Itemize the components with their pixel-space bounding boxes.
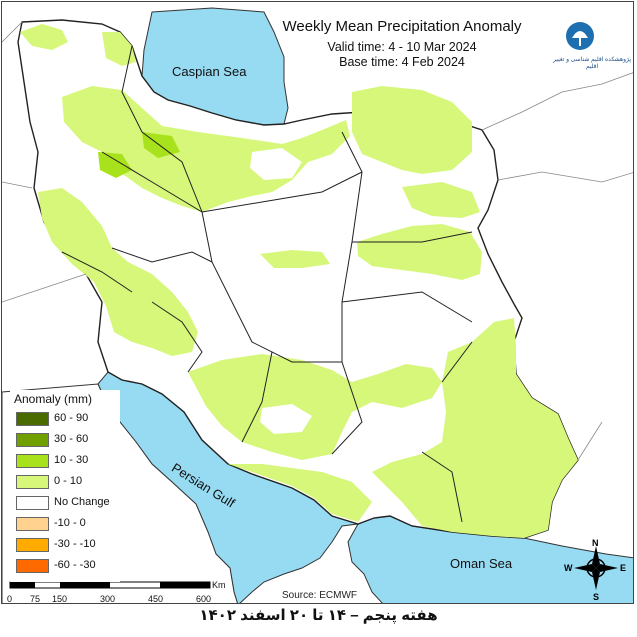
source-label: Source: ECMWF (282, 590, 358, 601)
oman-land (239, 523, 383, 603)
scale-bar (9, 581, 211, 589)
legend-item: -30 - -10 (14, 538, 118, 554)
base-time: Base time: 4 Feb 2024 (339, 55, 465, 69)
legend-item: 60 - 90 (14, 412, 118, 428)
valid-time: Valid time: 4 - 10 Mar 2024 (327, 40, 477, 54)
legend-label: No Change (54, 496, 110, 508)
compass-w: W (564, 563, 573, 573)
legend-swatch (16, 496, 49, 510)
legend-item: -60 - -30 (14, 559, 118, 575)
legend-swatch (16, 412, 49, 426)
legend-title: Anomaly (mm) (14, 392, 93, 406)
legend-swatch (16, 538, 49, 552)
caspian-sea-label: Caspian Sea (172, 64, 247, 79)
legend-label: 60 - 90 (54, 412, 89, 424)
scale-tick: 150 (52, 594, 68, 604)
legend-swatch (16, 559, 49, 573)
logo-text: پژوهشکده اقلیم شناسی و تغییر اقلیم (552, 57, 632, 70)
map-frame: Weekly Mean Precipitation Anomaly Valid … (1, 1, 634, 604)
scale-tick: 75 (30, 594, 41, 604)
compass-s: S (593, 592, 600, 602)
legend-swatch (16, 517, 49, 531)
legend-item: 10 - 30 (14, 454, 118, 470)
legend-label: 0 - 10 (54, 475, 83, 487)
scale-unit: Km (212, 580, 226, 590)
scale-tick: 450 (148, 594, 164, 604)
scale-tick: 300 (100, 594, 116, 604)
legend-swatch (16, 475, 49, 489)
map-title: Weekly Mean Precipitation Anomaly (282, 18, 522, 35)
legend-label: -60 - -30 (54, 559, 96, 571)
legend: Anomaly (mm) 60 - 90 30 - 60 10 - 30 0 - 10… (10, 390, 120, 582)
legend-label: -10 - 0 (54, 517, 86, 529)
legend-label: -30 - -10 (54, 538, 96, 550)
legend-swatch (16, 454, 49, 468)
scale-tick: 600 (196, 594, 212, 604)
anomaly-0-10-areas (20, 24, 578, 538)
persian-caption: هفته پنجم – ۱۴ تا ۲۰ اسفند ۱۴۰۲ (199, 607, 438, 624)
legend-item: 0 - 10 (14, 475, 118, 491)
oman-sea-label: Oman Sea (450, 556, 513, 571)
scale-tick: 0 (7, 594, 13, 604)
legend-item: 30 - 60 (14, 433, 118, 449)
compass-e: E (620, 563, 627, 573)
legend-swatch (16, 433, 49, 447)
compass-n: N (592, 538, 599, 548)
legend-item: -10 - 0 (14, 517, 118, 533)
compass-rose-icon (574, 546, 618, 590)
legend-label: 30 - 60 (54, 433, 89, 445)
legend-label: 10 - 30 (54, 454, 89, 466)
institute-logo-icon (566, 22, 594, 50)
legend-item: No Change (14, 496, 118, 512)
